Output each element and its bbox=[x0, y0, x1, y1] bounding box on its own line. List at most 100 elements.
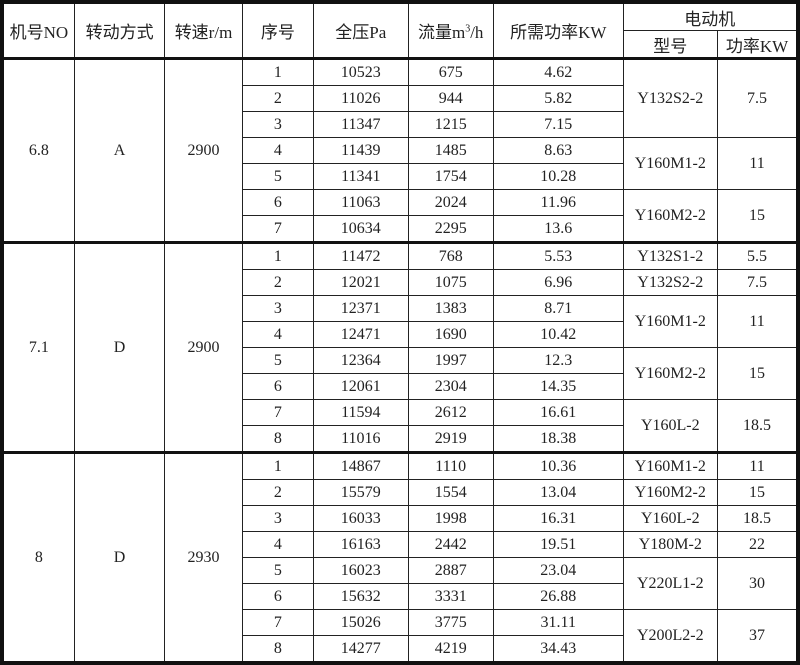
seq-cell: 2 bbox=[241, 269, 315, 296]
table-row: 3 16033 1998 16.31 Y160L-2 18.5 bbox=[2, 505, 799, 532]
table-row: 7 10634 2295 13.6 bbox=[2, 215, 798, 243]
pressure-cell: 12471 bbox=[313, 321, 409, 348]
pressure-cell: 12061 bbox=[313, 373, 409, 400]
seq-cell: 7 bbox=[241, 609, 315, 636]
required-power-cell: 5.82 bbox=[492, 85, 624, 112]
table-row: 5 12364 1997 12.3 Y160M2-2 15 bbox=[2, 347, 799, 400]
pressure-cell: 12371 bbox=[313, 295, 409, 322]
required-power-cell: 7.15 bbox=[492, 111, 624, 138]
seq-cell: 2 bbox=[241, 479, 315, 506]
pressure-cell: 12021 bbox=[313, 269, 409, 296]
motor-power-cell: 11 bbox=[717, 137, 799, 190]
seq-cell: 8 bbox=[241, 635, 315, 664]
drive-mode-cell: D bbox=[73, 241, 166, 453]
flow-cell: 3775 bbox=[407, 609, 494, 636]
motor-power-cell: 22 bbox=[717, 531, 799, 558]
pressure-cell: 10634 bbox=[313, 215, 409, 243]
seq-cell: 6 bbox=[241, 583, 315, 610]
required-power-cell: 10.28 bbox=[492, 163, 624, 190]
motor-model-cell: Y160M2-2 bbox=[622, 479, 719, 506]
motor-power-cell: 11 bbox=[717, 451, 799, 480]
header-flow-prefix: 流量m bbox=[417, 23, 466, 42]
machine-no-cell: 6.8 bbox=[1, 57, 75, 243]
required-power-cell: 6.96 bbox=[492, 269, 624, 296]
seq-cell: 3 bbox=[241, 505, 315, 532]
motor-model-cell: Y160M1-2 bbox=[622, 451, 719, 480]
machine-no-cell: 7.1 bbox=[1, 241, 75, 453]
flow-cell: 1690 bbox=[407, 321, 494, 348]
required-power-cell: 5.53 bbox=[492, 241, 624, 270]
motor-power-cell: 5.5 bbox=[717, 241, 799, 270]
pressure-cell: 11341 bbox=[313, 163, 409, 190]
table-row: 2 11026 944 5.82 bbox=[2, 85, 798, 112]
flow-cell: 1998 bbox=[407, 505, 494, 532]
motor-power-cell: 7.5 bbox=[717, 269, 799, 296]
pressure-cell: 11594 bbox=[313, 399, 409, 426]
header-flow-sup: 3 bbox=[465, 23, 471, 35]
motor-model-cell: Y160M1-2 bbox=[622, 295, 719, 348]
flow-cell: 1554 bbox=[407, 479, 494, 506]
motor-power-cell: 30 bbox=[717, 557, 799, 610]
required-power-cell: 16.31 bbox=[492, 505, 624, 532]
motor-model-cell: Y160M1-2 bbox=[622, 137, 719, 190]
flow-cell: 2919 bbox=[407, 425, 494, 453]
motor-power-cell: 15 bbox=[717, 479, 799, 506]
flow-cell: 4219 bbox=[407, 635, 494, 664]
header-speed: 转速r/m bbox=[164, 1, 243, 60]
required-power-cell: 4.62 bbox=[492, 57, 624, 86]
required-power-cell: 12.3 bbox=[492, 347, 624, 374]
required-power-cell: 13.04 bbox=[492, 479, 624, 506]
motor-power-cell: 18.5 bbox=[717, 399, 799, 453]
table-row: 6 15632 3331 26.88 bbox=[2, 583, 798, 610]
required-power-cell: 16.61 bbox=[492, 399, 624, 426]
seq-cell: 1 bbox=[241, 451, 315, 480]
table-row: 2 15579 1554 13.04 Y160M2-2 15 bbox=[2, 479, 799, 506]
pressure-cell: 11016 bbox=[313, 425, 409, 453]
pressure-cell: 15579 bbox=[313, 479, 409, 506]
pressure-cell: 10523 bbox=[313, 57, 409, 86]
motor-model-cell: Y200L2-2 bbox=[622, 609, 719, 664]
flow-cell: 1997 bbox=[407, 347, 494, 374]
table-row: 6.8 A 2900 1 10523 675 4.62 Y132S2-2 7.5 bbox=[1, 57, 799, 243]
motor-model-cell: Y160L-2 bbox=[622, 505, 719, 532]
pressure-cell: 14277 bbox=[313, 635, 409, 664]
table-row: 5 11341 1754 10.28 bbox=[2, 163, 798, 190]
pressure-cell: 15026 bbox=[313, 609, 409, 636]
speed-cell: 2930 bbox=[164, 451, 243, 664]
header-motor: 电动机 bbox=[622, 1, 799, 31]
motor-model-cell: Y180M-2 bbox=[622, 531, 719, 558]
seq-cell: 5 bbox=[241, 557, 315, 584]
table-row: 6 11063 2024 11.96 Y160M2-2 15 bbox=[2, 189, 799, 243]
motor-model-cell: Y160M2-2 bbox=[622, 189, 719, 243]
seq-cell: 3 bbox=[241, 295, 315, 322]
flow-cell: 944 bbox=[407, 85, 494, 112]
flow-cell: 1215 bbox=[407, 111, 494, 138]
flow-cell: 2304 bbox=[407, 373, 494, 400]
motor-model-cell: Y132S2-2 bbox=[622, 269, 719, 296]
flow-cell: 2295 bbox=[407, 215, 494, 243]
seq-cell: 5 bbox=[241, 347, 315, 374]
pressure-cell: 11347 bbox=[313, 111, 409, 138]
required-power-cell: 11.96 bbox=[492, 189, 624, 216]
required-power-cell: 10.36 bbox=[492, 451, 624, 480]
table-row: 4 11439 1485 8.63 Y160M1-2 11 bbox=[2, 137, 799, 190]
header-motor-model: 型号 bbox=[622, 30, 719, 60]
required-power-cell: 8.71 bbox=[492, 295, 624, 322]
pressure-cell: 11063 bbox=[313, 189, 409, 216]
required-power-cell: 26.88 bbox=[492, 583, 624, 610]
table-row: 8 D 2930 1 14867 1110 10.36 Y160M1-2 11 bbox=[1, 451, 799, 664]
table-row: 7.1 D 2900 1 11472 768 5.53 Y132S1-2 5.5 bbox=[1, 241, 799, 453]
motor-model-cell: Y160M2-2 bbox=[622, 347, 719, 400]
required-power-cell: 13.6 bbox=[492, 215, 624, 243]
flow-cell: 2024 bbox=[407, 189, 494, 216]
table-body: 6.8 A 2900 1 10523 675 4.62 Y132S2-2 7.5 2 11026 94… bbox=[1, 57, 799, 664]
seq-cell: 8 bbox=[241, 425, 315, 453]
motor-power-cell: 15 bbox=[717, 347, 799, 400]
flow-cell: 1110 bbox=[407, 451, 494, 480]
header-flow-suffix: /h bbox=[470, 23, 484, 42]
pressure-cell: 11026 bbox=[313, 85, 409, 112]
header-machine-no: 机号NO bbox=[1, 1, 75, 60]
required-power-cell: 8.63 bbox=[492, 137, 624, 164]
flow-cell: 3331 bbox=[407, 583, 494, 610]
